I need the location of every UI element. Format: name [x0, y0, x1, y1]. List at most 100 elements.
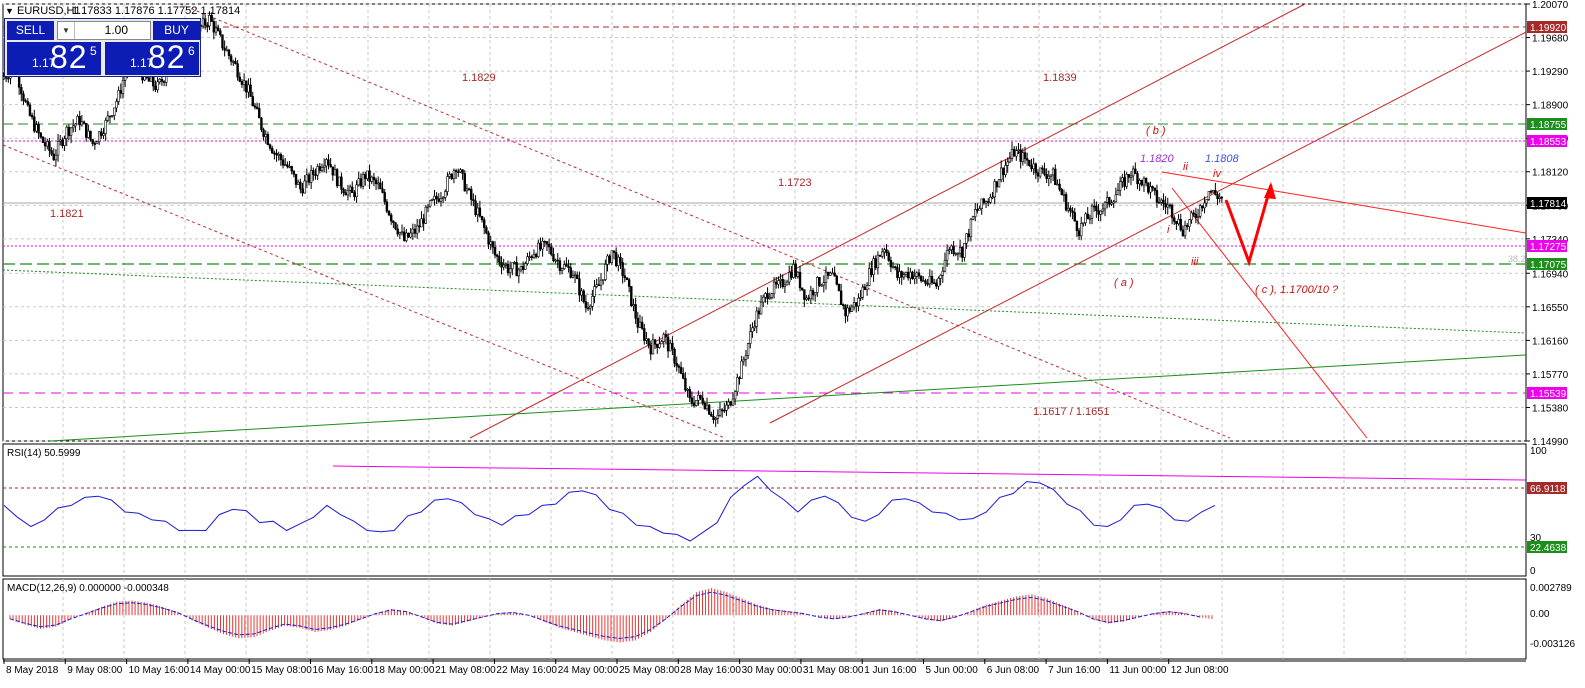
candle-body — [322, 165, 326, 168]
candle-body — [1196, 216, 1200, 219]
up-channel-upper[interactable] — [469, 3, 1306, 439]
candle-body — [694, 400, 698, 406]
main-chart-area[interactable] — [2, 3, 1527, 442]
candle-body — [963, 242, 966, 258]
candle-body — [487, 232, 490, 245]
price-axis[interactable]: 1.200701.196801.192901.189001.185101.181… — [1526, 0, 1569, 448]
candle-body — [95, 141, 99, 145]
candle-body — [692, 402, 696, 406]
time-axis[interactable]: 8 May 2018 9 May 08:00 10 May 16:00 14 May … — [3, 659, 1526, 676]
candle-body — [932, 282, 936, 284]
candle-body — [1149, 186, 1152, 193]
candle-body — [625, 277, 629, 281]
candle-body — [415, 225, 419, 234]
forecast-arrow[interactable] — [1224, 184, 1273, 267]
sell-button[interactable]: SELL — [7, 21, 54, 40]
candle-body — [1028, 159, 1031, 166]
lot-dropdown-icon[interactable]: ▼ — [58, 22, 75, 39]
candle-body — [891, 266, 895, 268]
candle-body — [242, 80, 246, 85]
candle-body — [1183, 225, 1187, 237]
candle-body — [387, 210, 391, 216]
lot-size-input[interactable]: 1.00 — [57, 21, 151, 40]
candle-body — [299, 181, 302, 190]
candle-body — [1127, 174, 1131, 178]
candle-body — [489, 241, 492, 245]
rsi-trend-line[interactable] — [332, 465, 1527, 481]
candle-body — [608, 255, 611, 263]
candle-body — [232, 61, 235, 63]
candle-body — [1105, 197, 1109, 203]
up-channel-lower[interactable] — [769, 31, 1527, 424]
candle-body — [335, 169, 339, 187]
price-tick-label: 1.15380 — [1532, 403, 1569, 414]
candle-body — [984, 201, 988, 204]
candle-body — [1097, 210, 1100, 215]
red-breakdown-line[interactable] — [1171, 187, 1368, 439]
buy-button[interactable]: BUY — [153, 21, 200, 40]
time-tick-label: 31 May 08:00 — [803, 665, 864, 676]
down-channel-lower[interactable] — [2, 144, 726, 439]
candle-body — [97, 131, 101, 143]
candle-body — [690, 397, 694, 404]
candle-body — [316, 166, 319, 176]
candle-body — [327, 159, 330, 165]
candle-body — [586, 307, 590, 310]
buy-price-button[interactable]: 1.17 82 6 — [105, 39, 199, 75]
candle-body — [353, 192, 356, 198]
one-click-trading-panel: SELL 1.00 ▼ BUY 1.17 82 5 1.17 82 6 — [4, 18, 201, 77]
candle-body — [571, 275, 575, 278]
candle-body — [1199, 205, 1202, 217]
red-resistance-line[interactable] — [1161, 171, 1527, 234]
candle-body — [742, 359, 745, 362]
candle-body — [37, 124, 40, 134]
candle-body — [1129, 175, 1133, 178]
candle-body — [89, 130, 92, 140]
candle-body — [1118, 181, 1122, 191]
candle-body — [284, 164, 287, 166]
candle-body — [102, 133, 105, 136]
candle-body — [565, 264, 568, 267]
candle-body — [1090, 205, 1094, 219]
candle-body — [989, 197, 992, 203]
candle-body — [325, 159, 328, 167]
candle-body — [1151, 186, 1154, 189]
candle-body — [1019, 149, 1022, 162]
candle-body — [632, 304, 635, 307]
candle-body — [762, 296, 765, 303]
candle-body — [121, 79, 125, 94]
candle-body — [411, 228, 415, 234]
candle-body — [656, 343, 659, 348]
candle-body — [33, 116, 36, 132]
candle-body — [720, 409, 724, 412]
candle-body — [329, 164, 332, 168]
level-tag-119920: 1.19920 — [1530, 23, 1567, 34]
candle-body — [1101, 208, 1105, 212]
candle-body — [868, 268, 871, 286]
candle-body — [958, 246, 962, 254]
candle-body — [945, 250, 949, 261]
candle-body — [154, 85, 157, 90]
rsi-panel[interactable] — [2, 443, 1527, 577]
candle-body — [699, 394, 702, 399]
candle-body — [980, 198, 983, 209]
candle-body — [340, 176, 343, 190]
macd-panel[interactable] — [2, 578, 1527, 660]
candle-body — [1049, 174, 1053, 177]
candle-body — [448, 173, 451, 177]
candle-body — [987, 201, 990, 203]
candle-body — [736, 377, 739, 393]
candle-body — [162, 81, 166, 83]
candle-body — [338, 176, 341, 187]
time-tick-label: 7 Jun 16:00 — [1048, 665, 1101, 676]
candle-body — [476, 207, 479, 215]
rsi-tag-low: 22.4638 — [1530, 543, 1567, 554]
candle-body — [636, 317, 639, 328]
candle-body — [1211, 190, 1215, 193]
candle-body — [93, 143, 97, 145]
green-trend-solid[interactable] — [49, 354, 1527, 442]
candle-body — [394, 222, 397, 230]
candle-body — [368, 170, 371, 182]
sell-price-button[interactable]: 1.17 82 5 — [7, 39, 101, 75]
candle-body — [1093, 205, 1096, 208]
